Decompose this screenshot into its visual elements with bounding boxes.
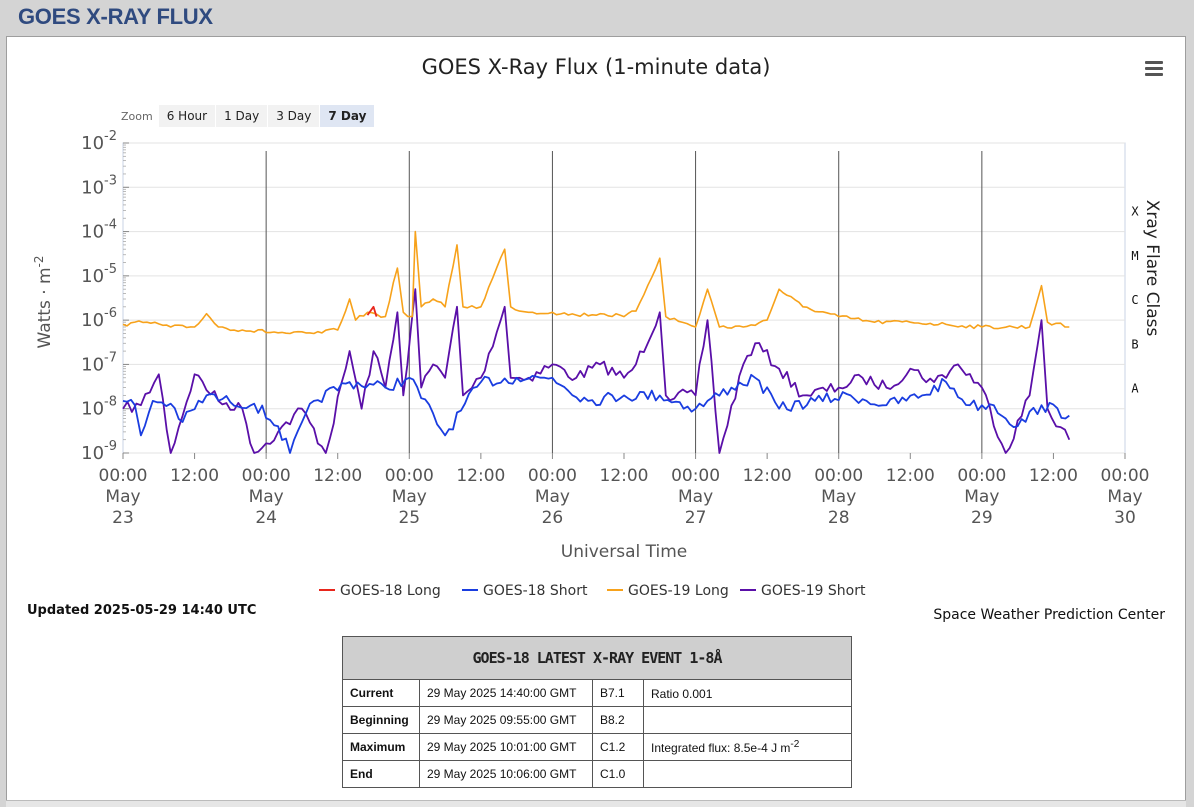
y-tick-label: 10-6: [81, 306, 117, 331]
bottom-scrollbar[interactable]: [6, 800, 1186, 807]
zoom-selector: Zoom 6 Hour 1 Day 3 Day 7 Day: [121, 105, 375, 127]
row-note: [643, 760, 852, 788]
row-label: End: [342, 760, 420, 788]
table-row: Current 29 May 2025 14:40:00 GMT B7.1 Ra…: [342, 679, 852, 707]
row-note: Integrated flux: 8.5e-4 J m-2: [643, 733, 852, 761]
x-tick-label: 00:00: [242, 466, 291, 486]
x-tick-label: 12:00: [170, 466, 219, 486]
series-line-goes-19-long: [122, 230, 1070, 335]
x-tick-month: May: [821, 487, 856, 507]
legend-item: GOES-19 Long: [628, 583, 729, 599]
flare-class-label: C: [1131, 293, 1138, 307]
row-note: [643, 706, 852, 734]
x-axis-label: Universal Time: [561, 542, 687, 562]
row-class: B8.2: [592, 706, 644, 734]
x-tick-label: 12:00: [313, 466, 362, 486]
table-row: Beginning 29 May 2025 09:55:00 GMT B8.2: [342, 706, 852, 734]
x-tick-month: May: [1107, 487, 1142, 507]
y-tick-label: 10-8: [81, 395, 117, 420]
chart-panel: 10-2 10-3 10-4 10-5 10-6 10-7 10-8 10-9 00:00 May…: [6, 36, 1186, 804]
zoom-3-day-button[interactable]: 3 Day: [268, 105, 320, 127]
legend-item: GOES-18 Short: [483, 583, 588, 599]
x-tick-label: 12:00: [456, 466, 505, 486]
row-time: 29 May 2025 14:40:00 GMT: [419, 679, 593, 707]
zoom-7-day-button[interactable]: 7 Day: [320, 105, 375, 127]
y-axis-label: Watts · m-2: [32, 255, 55, 348]
x-tick-month: May: [535, 487, 570, 507]
zoom-1-day-button[interactable]: 1 Day: [216, 105, 268, 127]
y-tick-label: 10-2: [81, 129, 117, 154]
flare-class-label: A: [1131, 382, 1139, 396]
flare-class-label: X: [1131, 205, 1139, 219]
flare-class-label: B: [1131, 337, 1138, 351]
row-time: 29 May 2025 09:55:00 GMT: [419, 706, 593, 734]
series-line-goes-18-long: [366, 305, 378, 317]
hamburger-menu-icon[interactable]: [1145, 61, 1163, 76]
x-tick-label: 00:00: [814, 466, 863, 486]
row-class: B7.1: [592, 679, 644, 707]
y-tick-label: 10-9: [81, 439, 117, 464]
x-tick-label: 12:00: [886, 466, 935, 486]
plot-frame: [122, 142, 1126, 454]
x-tick-day: 29: [971, 508, 993, 528]
x-tick-day: 30: [1114, 508, 1136, 528]
flare-class-label: M: [1131, 249, 1138, 263]
row-note-sup: -2: [790, 739, 800, 750]
y2-axis-label: Xray Flare Class: [1142, 200, 1162, 337]
x-tick-label: 12:00: [600, 466, 649, 486]
y-tick-label: 10-7: [81, 350, 117, 375]
legend-item: GOES-19 Short: [761, 583, 866, 599]
x-tick-day: 28: [828, 508, 850, 528]
x-tick-label: 00:00: [99, 466, 148, 486]
x-tick-month: May: [964, 487, 999, 507]
x-tick-label: 00:00: [528, 466, 577, 486]
x-tick-day: 24: [255, 508, 277, 528]
x-tick-month: May: [678, 487, 713, 507]
y-tick-label: 10-3: [81, 173, 117, 198]
row-note-text: Ratio 0.001: [651, 687, 713, 701]
x-tick-month: May: [392, 487, 427, 507]
row-time: 29 May 2025 10:06:00 GMT: [419, 760, 593, 788]
updated-timestamp: Updated 2025-05-29 14:40 UTC: [27, 603, 257, 618]
x-tick-label: 00:00: [1101, 466, 1150, 486]
series-line-goes-19-short: [122, 288, 1071, 454]
row-class: C1.2: [592, 733, 644, 761]
zoom-6-hour-button[interactable]: 6 Hour: [158, 105, 216, 127]
y-tick-label: 10-5: [81, 262, 117, 287]
x-tick-month: May: [105, 487, 140, 507]
series-line-goes-18-short: [122, 373, 1070, 454]
row-label: Current: [342, 679, 420, 707]
table-row: End 29 May 2025 10:06:00 GMT C1.0: [342, 760, 852, 788]
x-tick-label: 12:00: [743, 466, 792, 486]
page-title: GOES X-RAY FLUX: [18, 4, 213, 29]
xray-flux-chart: 10-210-310-410-510-610-710-810-900:00May…: [32, 129, 1162, 599]
x-tick-day: 27: [685, 508, 707, 528]
x-tick-label: 00:00: [385, 466, 434, 486]
chart-title: GOES X-Ray Flux (1-minute data): [421, 55, 771, 79]
x-tick-label: 00:00: [957, 466, 1006, 486]
row-time: 29 May 2025 10:01:00 GMT: [419, 733, 593, 761]
table-row: Maximum 29 May 2025 10:01:00 GMT C1.2 In…: [342, 733, 852, 761]
x-tick-day: 23: [112, 508, 134, 528]
x-tick-label: 00:00: [671, 466, 720, 486]
legend-item: GOES-18 Long: [340, 583, 441, 599]
row-label: Maximum: [342, 733, 420, 761]
credit-text: Space Weather Prediction Center: [933, 607, 1165, 623]
x-tick-day: 25: [398, 508, 420, 528]
x-tick-month: May: [249, 487, 284, 507]
event-table-title: GOES-18 LATEST X-RAY EVENT 1-8Å: [342, 636, 852, 680]
x-tick-label: 12:00: [1029, 466, 1078, 486]
zoom-label: Zoom: [121, 109, 153, 123]
row-class: C1.0: [592, 760, 644, 788]
row-label: Beginning: [342, 706, 420, 734]
row-note: Ratio 0.001: [643, 679, 852, 707]
row-note-text: Integrated flux: 8.5e-4 J m: [651, 741, 791, 755]
xray-event-table: GOES-18 LATEST X-RAY EVENT 1-8Å Current …: [342, 636, 852, 788]
x-tick-day: 26: [542, 508, 564, 528]
y-tick-label: 10-4: [81, 218, 117, 243]
